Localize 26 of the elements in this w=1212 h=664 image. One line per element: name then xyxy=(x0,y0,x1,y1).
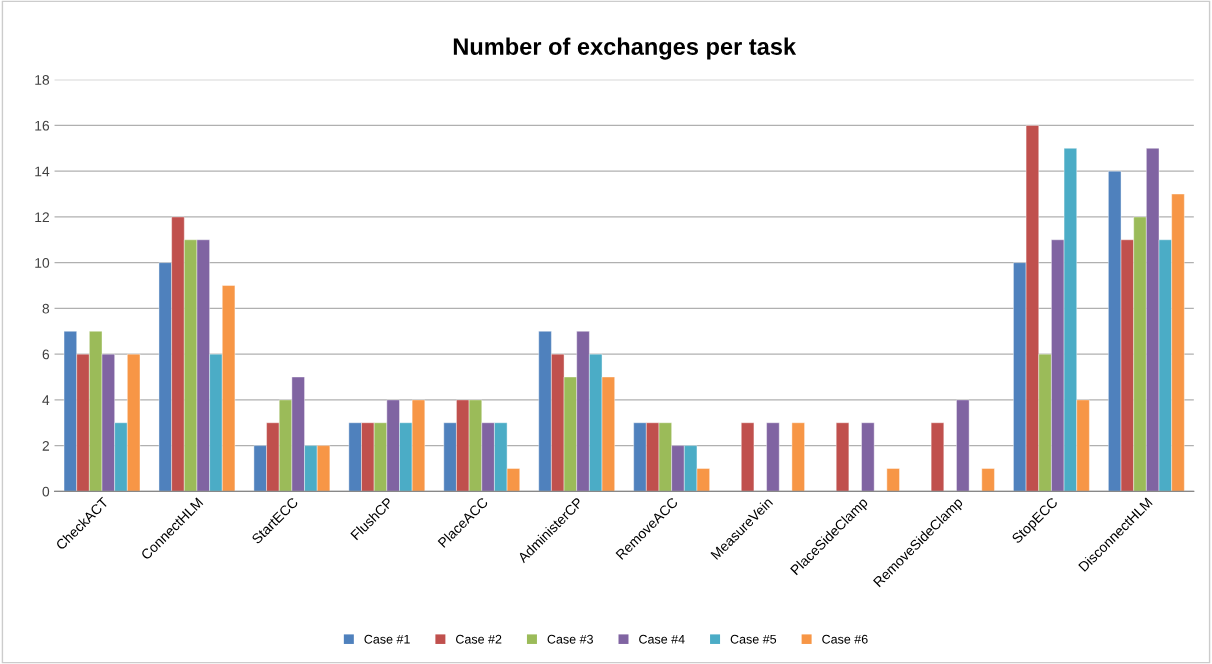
legend-label: Case #3 xyxy=(547,634,593,644)
y-tick-label: 4 xyxy=(42,395,50,405)
bar xyxy=(956,399,970,492)
legend-label: Case #1 xyxy=(364,634,410,644)
bar xyxy=(766,422,780,492)
bar xyxy=(791,422,805,492)
y-tick-label: 2 xyxy=(42,440,49,451)
y-tick-label: 0 xyxy=(42,486,50,497)
y-tick-label: 16 xyxy=(35,120,50,131)
legend-label: Case #5 xyxy=(730,634,777,644)
bar xyxy=(861,422,875,492)
y-tick-label: 14 xyxy=(35,166,50,177)
y-tick-label: 6 xyxy=(42,349,50,360)
chart-title: Number of exchanges per task xyxy=(453,37,797,60)
y-tick-label: 12 xyxy=(35,212,49,222)
legend-label: Case #2 xyxy=(456,634,502,644)
y-tick-label: 8 xyxy=(42,303,50,314)
bar xyxy=(930,422,945,492)
legend-label: Case #4 xyxy=(639,634,685,644)
bar xyxy=(741,422,755,492)
bar xyxy=(836,422,850,492)
legend-label: Case #6 xyxy=(822,634,868,644)
y-tick-label: 10 xyxy=(35,257,50,268)
bar xyxy=(886,468,900,492)
bar xyxy=(981,468,995,492)
y-tick-label: 18 xyxy=(35,75,50,85)
